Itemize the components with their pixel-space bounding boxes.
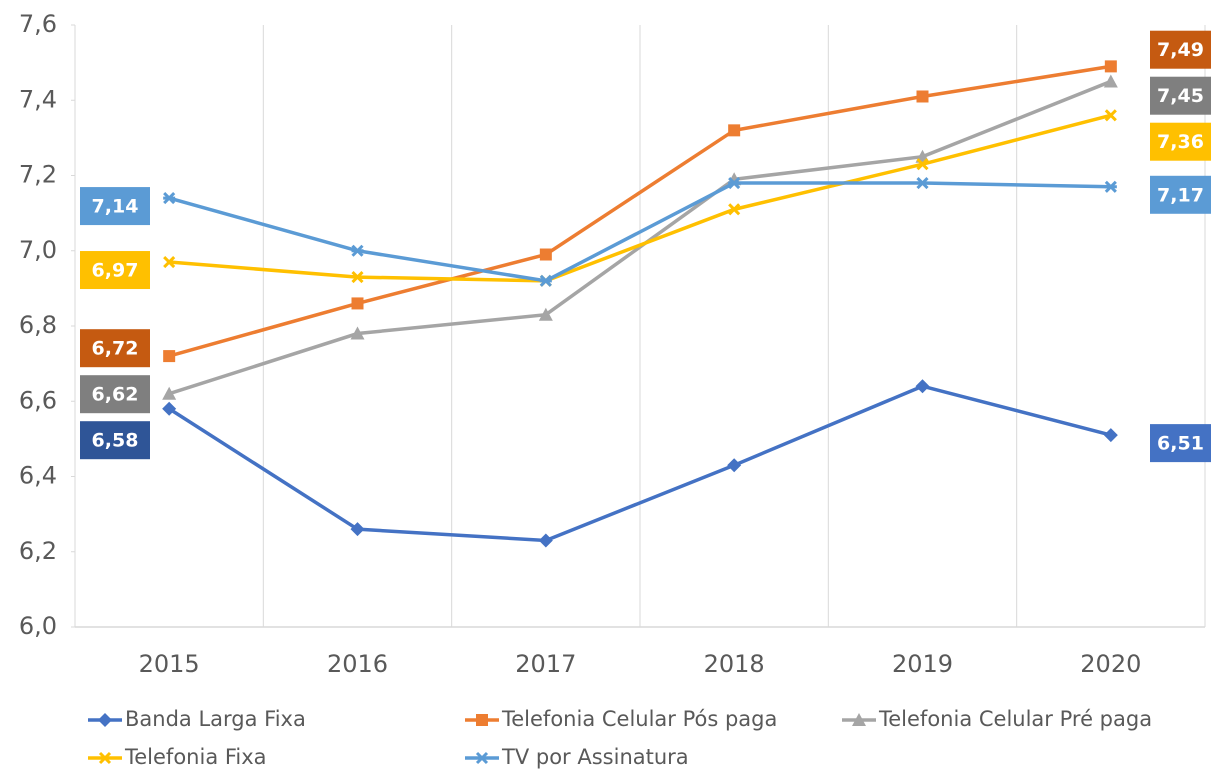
series-line [168,181,1111,283]
marker [728,203,741,216]
series-line [168,384,1112,543]
value-label: 6,58 [92,430,139,452]
y-tick-label: 7,0 [19,236,57,264]
marker [476,714,488,726]
marker [728,124,741,137]
y-tick-label: 6,4 [19,462,57,490]
legend-label: Banda Larga Fixa [125,707,306,731]
value-label: 7,17 [1157,184,1204,206]
value-label: 6,51 [1157,433,1204,455]
legend-label: Telefonia Celular Pós paga [501,707,777,731]
value-label-box [1150,175,1211,214]
marker [1104,60,1117,73]
marker [727,458,742,473]
value-label: 6,72 [92,338,139,360]
marker [538,307,553,321]
marker [163,192,176,205]
value-label-box [80,421,150,460]
marker [350,522,365,537]
value-label: 7,49 [1157,39,1204,61]
marker [1103,428,1118,443]
value-label: 7,14 [92,196,139,218]
value-label: 7,45 [1157,85,1204,107]
marker [852,713,866,726]
value-label: 7,36 [1157,131,1204,153]
y-tick-label: 6,0 [19,612,57,640]
legend-item: Banda Larga Fixa [88,707,306,731]
series-line [168,79,1112,396]
marker [539,274,552,287]
series [163,176,1117,287]
series [162,74,1118,400]
marker [351,297,364,310]
y-tick-label: 7,4 [19,85,57,113]
marker [538,533,553,548]
y-tick-label: 7,6 [19,10,57,38]
x-tick-label: 2018 [704,650,765,678]
y-tick-label: 6,8 [19,311,57,339]
marker [350,326,365,340]
marker [1103,74,1118,88]
y-tick-label: 7,2 [19,161,57,189]
y-tick-label: 6,2 [19,537,57,565]
value-label-box [80,187,150,226]
legend-item: TV por Assinatura [465,745,689,769]
legend-item: Telefonia Celular Pós paga [465,707,777,731]
marker [728,176,741,190]
marker [475,751,489,765]
marker [1104,109,1117,122]
marker [351,244,364,257]
value-label-box [1150,76,1211,115]
marker [916,90,929,103]
marker [163,350,176,363]
value-label-box [1150,122,1211,161]
value-label-box [80,375,150,414]
marker [916,176,929,190]
series [162,379,1118,548]
series [163,60,1117,363]
x-tick-label: 2019 [892,650,953,678]
legend-label: TV por Assinatura [501,745,689,769]
marker [351,271,364,284]
legend-label: Telefonia Fixa [124,745,267,769]
legend-label: Telefonia Celular Pré paga [878,707,1152,731]
marker [162,386,177,400]
x-tick-label: 2020 [1080,650,1141,678]
legend-item: Telefonia Fixa [88,745,267,769]
marker [98,713,112,727]
x-tick-label: 2016 [327,650,388,678]
value-label-box [1150,30,1211,69]
marker [162,401,177,416]
value-label: 6,97 [92,260,139,282]
marker [163,255,176,269]
marker [915,379,930,394]
marker [1104,180,1117,193]
value-label-box [80,329,150,368]
marker [539,248,552,261]
marker [916,158,929,171]
legend-item: Telefonia Celular Pré paga [842,707,1152,731]
series-line [169,113,1112,283]
value-label-box [1150,424,1211,463]
value-label-box [80,251,150,290]
x-tick-label: 2017 [515,650,576,678]
series-line [168,64,1112,358]
x-tick-label: 2015 [139,650,200,678]
value-label: 6,62 [92,384,139,406]
y-tick-label: 6,6 [19,386,57,414]
marker [98,751,112,765]
